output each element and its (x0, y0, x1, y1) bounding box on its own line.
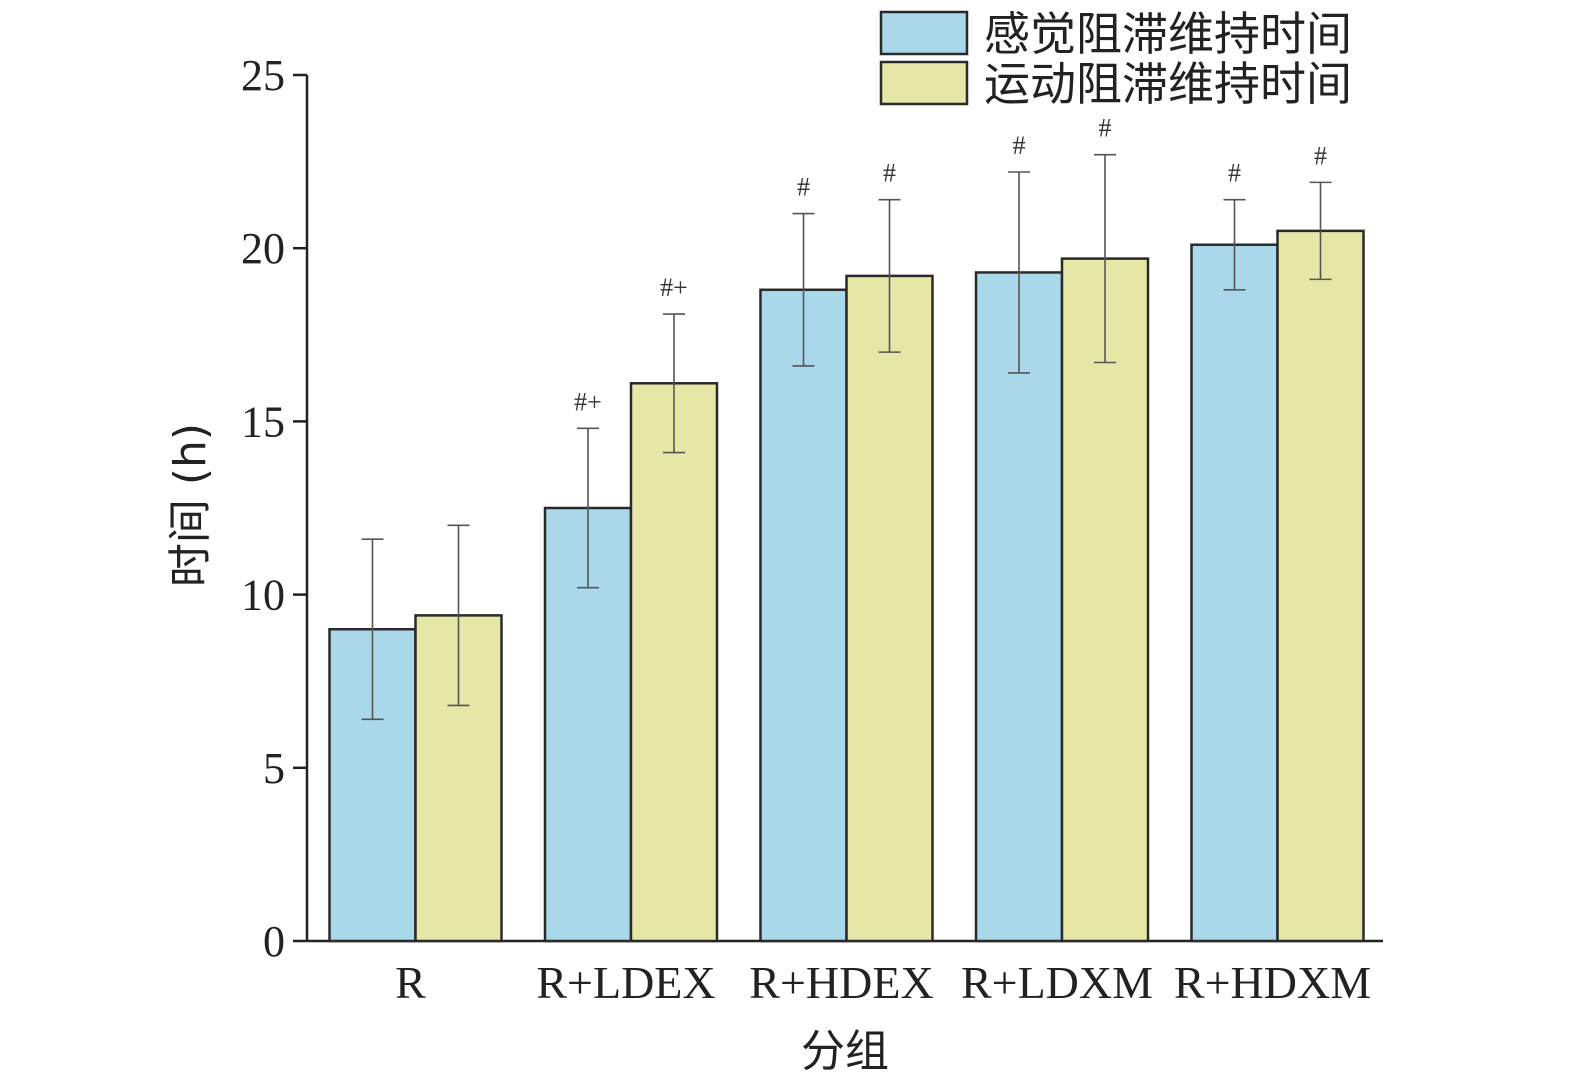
bar (629, 382, 719, 943)
bars (328, 229, 1365, 943)
error-bar (577, 427, 599, 589)
bar (759, 288, 848, 943)
error-bar (361, 538, 384, 721)
significance-label: # (797, 173, 810, 202)
error-bar (1309, 181, 1332, 281)
legend-swatch (879, 60, 969, 106)
significance-label: # (1099, 114, 1112, 143)
error-bar (1223, 198, 1246, 291)
significance-annotations: #+ #+ # # # # # # (574, 114, 1327, 417)
error-bar (1008, 171, 1030, 374)
error-bar (1094, 153, 1116, 364)
y-tick-label: 10 (241, 571, 285, 620)
category-label: R+HDXM (1174, 957, 1371, 1008)
significance-label: #+ (574, 387, 602, 416)
y-tick-label: 15 (241, 397, 285, 446)
bar (845, 274, 934, 943)
y-tick-label: 0 (263, 917, 285, 966)
error-bar (792, 212, 815, 367)
bar (974, 271, 1064, 943)
x-axis-title: 分组 (801, 1026, 889, 1077)
y-tick-label: 25 (241, 51, 285, 100)
error-bar (447, 524, 470, 707)
legend-swatch (879, 10, 969, 56)
category-label: R (395, 957, 426, 1008)
category-label: R+LDEX (536, 957, 715, 1008)
y-tick-label: 5 (263, 744, 285, 793)
legend-label: 感觉阻滞维持时间 (984, 7, 1352, 61)
category-label: R+LDXM (961, 957, 1153, 1008)
significance-label: # (1013, 131, 1026, 160)
y-axis-title: 时间 (h) (165, 423, 216, 587)
significance-label: # (1314, 141, 1327, 170)
legend-label: 运动阻滞维持时间 (984, 57, 1352, 111)
category-label: R+HDEX (749, 957, 933, 1008)
bar (1060, 257, 1150, 943)
error-bar (878, 198, 901, 353)
error-bars (361, 153, 1332, 721)
legend-item: 感觉阻滞维持时间 (879, 7, 1352, 61)
legend-item: 运动阻滞维持时间 (879, 57, 1352, 111)
significance-label: # (883, 159, 896, 188)
y-tick-label: 20 (241, 224, 285, 273)
significance-label: #+ (660, 273, 688, 302)
error-bar (663, 313, 685, 454)
significance-label: # (1228, 159, 1241, 188)
category-labels: R R+LDEX R+HDEX R+LDXM R+HDXM (395, 957, 1371, 1008)
bar (1276, 229, 1365, 943)
bar (1190, 243, 1279, 943)
